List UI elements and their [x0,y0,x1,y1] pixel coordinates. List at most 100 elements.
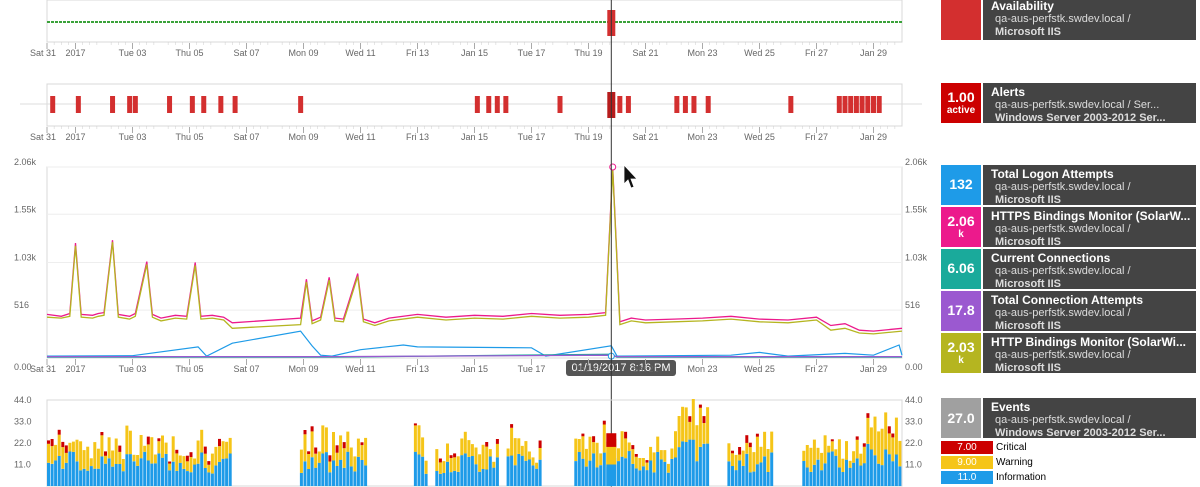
metric-value: 6.06 [947,260,975,276]
event-bar-information [763,456,767,486]
charts-area[interactable]: Sat 31 2017 Tue 03 Thu 05 Sat 07 Mon 09 Wed 11… [0,0,940,487]
alert-bar [691,96,697,113]
event-bar-warning [143,445,147,452]
event-bar-information [805,467,809,486]
event-bar-information [481,469,485,486]
event-bar-critical [50,439,54,447]
event-bar-information [845,459,848,486]
event-bar-warning [356,438,360,457]
events-row-critical[interactable]: 7.00 Critical [941,441,1196,456]
event-bar-warning [649,446,653,461]
event-bar-information [303,461,307,486]
metric-app: Microsoft IIS [995,320,1062,331]
event-bar-information [100,456,104,486]
event-bar-information [413,451,417,486]
event-bar-warning [93,442,97,469]
x-tick-label: Jan 15 [461,48,488,58]
availability-panel[interactable]: Availability qa-aus-perfstk.swdev.local … [983,0,1196,40]
x-tick-label: Sat 21 [632,364,658,374]
event-bar-warning [706,407,710,444]
event-bar-critical [310,426,314,432]
event-bar-information [574,461,578,486]
event-bar-information [684,442,688,486]
event-bar-critical [748,442,752,448]
event-bar-critical [47,440,50,444]
metric-panel-https[interactable]: HTTPS Bindings Monitor (SolarW... qa-aus-… [983,207,1196,247]
event-bar-warning [517,438,521,454]
event-bar-warning [894,417,898,455]
event-bar-warning [506,448,510,457]
event-bar-information [809,471,813,486]
alert-bar [486,96,492,113]
event-bar-information [663,461,667,486]
event-bar-information [442,472,446,486]
metric-value: 132 [949,176,973,192]
metric-tile-http[interactable]: 2.03 k [941,333,981,373]
metric-tile-current[interactable]: 6.06 [941,249,981,289]
events-host: qa-aus-perfstk.swdev.local / [995,414,1131,426]
event-bar-information [624,458,628,486]
event-bar-warning [438,462,442,474]
event-bar-information [456,471,460,486]
metric-panel-logon[interactable]: Total Logon Attempts qa-aus-perfstk.swdev… [983,165,1196,205]
event-bar-warning [349,447,353,467]
event-bar-information [438,474,442,486]
event-bar-information [535,468,539,486]
events-row-warning[interactable]: 9.00 Warning [941,456,1196,471]
event-bar-critical [303,430,307,435]
event-bar-information [741,465,745,486]
event-bar-information [71,451,75,486]
event-bar-warning [189,456,193,473]
event-bar-information [449,472,453,486]
metric-tile-https[interactable]: 2.06 k [941,207,981,247]
metric-tile-total_conn[interactable]: 17.8 [941,291,981,331]
event-bar-information [834,455,838,486]
metric-panel-http[interactable]: HTTP Bindings Monitor (SolarWi... qa-aus-… [983,333,1196,373]
event-bar-critical [64,445,68,453]
event-bar-warning [538,448,542,460]
x-tick-label: Wed 11 [345,364,375,374]
event-bar-critical [645,460,649,463]
event-bar-information [488,456,492,486]
event-bar-warning [210,453,214,474]
event-bar-information [118,464,122,486]
event-bar-information [706,443,710,486]
alerts-tile[interactable]: 1.00 active [941,83,981,123]
event-bar-information [759,462,763,486]
x-tick-label: Mon 09 [288,132,318,142]
event-bar-information [82,468,86,486]
metric-tile-logon[interactable]: 132 [941,165,981,205]
metric-host: qa-aus-perfstk.swdev.local / [995,223,1131,235]
availability-tile[interactable] [941,0,981,40]
metric-name: HTTP Bindings Monitor (SolarWi... [991,336,1186,349]
y-tick-label-right: 516 [905,300,920,310]
metric-panel-total_conn[interactable]: Total Connection Attempts qa-aus-perfstk.… [983,291,1196,331]
event-bar-information [884,449,888,486]
alert-bar [842,96,848,113]
event-bar-information [649,460,653,486]
event-bar-warning [652,452,656,473]
alerts-panel[interactable]: Alerts qa-aus-perfstk.swdev.local / Ser.… [983,83,1196,123]
event-bar-warning [752,452,756,472]
event-bar-critical [631,445,635,450]
event-bar-information [816,459,820,486]
events-tile[interactable]: 27.0 [941,398,981,438]
metric-panel-current[interactable]: Current Connections qa-aus-perfstk.swdev.… [983,249,1196,289]
metric-app: Microsoft IIS [995,236,1062,247]
events-panel[interactable]: Events qa-aus-perfstk.swdev.local / Wind… [983,398,1196,438]
event-bar-information [898,466,902,486]
event-bar-information [364,465,368,486]
event-bar-information [495,457,499,486]
y-tick-label-left: 1.03k [14,253,37,263]
event-bar-critical [485,442,489,447]
events-row-information[interactable]: 11.0 Information [941,471,1196,486]
event-bar-information [520,455,524,486]
event-bar-critical [207,461,211,465]
event-bar-information [200,452,204,486]
event-bar-information [207,472,211,486]
event-bar-information [342,467,346,486]
y-tick-label-right: 1.03k [905,253,928,263]
event-bar-warning [478,454,482,472]
event-bar-warning [802,450,806,461]
x-tick-label: Sat 07 [233,364,259,374]
